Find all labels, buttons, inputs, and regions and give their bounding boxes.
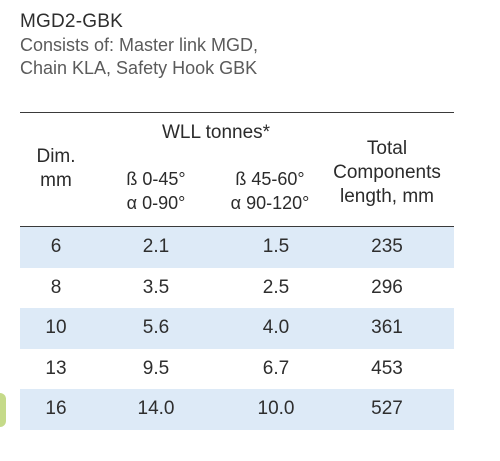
header-total-line1: Total (366, 138, 408, 159)
header-total-line3: length, mm (340, 186, 434, 207)
header-angle-b: ß 45-60° α 90-120° (208, 167, 332, 215)
header-angle-b-line2: α 90-120° (230, 193, 310, 213)
cell-wll-b: 1.5 (262, 236, 290, 257)
cell-length: 235 (371, 236, 403, 257)
cell-length: 361 (371, 317, 403, 339)
header-angle-b-line1: ß 45-60° (235, 169, 305, 189)
cell-wll-a: 14.0 (137, 398, 175, 420)
table-row: 16 14.0 10.0 527 (20, 389, 454, 430)
cell-dim: 6 (50, 236, 62, 257)
cell-dim: 8 (50, 276, 62, 298)
product-description-line1: Consists of: Master link MGD, (20, 35, 259, 55)
cell-wll-b: 6.7 (262, 357, 290, 379)
cell-wll-b: 4.0 (262, 317, 290, 339)
table-row: 13 9.5 6.7 453 (20, 349, 454, 390)
cell-length: 453 (371, 357, 403, 379)
edge-decoration (0, 393, 6, 427)
table-row: 10 5.6 4.0 361 (20, 308, 454, 349)
header-dim: Dim. mm (20, 145, 92, 193)
table-row: 8 3.5 2.5 296 (20, 268, 454, 309)
header-dim-line2: mm (40, 170, 72, 191)
header-total-length: Total Components length, mm (320, 137, 454, 209)
cell-dim: 10 (45, 317, 67, 339)
spec-table: Dim. mm WLL tonnes* ß 0-45° α 0-90° ß 45… (20, 112, 454, 430)
table-top-rule (20, 112, 454, 113)
header-angle-a-line2: α 0-90° (126, 193, 186, 213)
cell-wll-a: 3.5 (142, 276, 170, 298)
cell-wll-b: 2.5 (262, 276, 290, 298)
header-angle-a-line1: ß 0-45° (126, 169, 186, 189)
product-header: MGD2-GBK Consists of: Master link MGD, C… (20, 10, 258, 80)
table-header-row: Dim. mm WLL tonnes* ß 0-45° α 0-90° ß 45… (20, 113, 454, 227)
cell-length: 296 (371, 276, 403, 298)
cell-wll-a: 9.5 (142, 357, 170, 379)
header-wll: WLL tonnes* (161, 122, 271, 143)
header-dim-line1: Dim. (36, 146, 76, 167)
cell-wll-a: 2.1 (142, 236, 170, 257)
cell-length: 527 (371, 398, 403, 420)
cell-dim: 13 (45, 357, 67, 379)
product-description-line2: Chain KLA, Safety Hook GBK (20, 58, 258, 78)
cell-dim: 16 (45, 398, 67, 420)
product-code: MGD2-GBK (20, 11, 123, 32)
header-total-line2: Components (333, 162, 441, 183)
table-row: 6 2.1 1.5 235 (20, 227, 454, 268)
cell-wll-b: 10.0 (257, 398, 295, 420)
header-angle-a: ß 0-45° α 0-90° (100, 167, 212, 215)
cell-wll-a: 5.6 (142, 317, 170, 339)
